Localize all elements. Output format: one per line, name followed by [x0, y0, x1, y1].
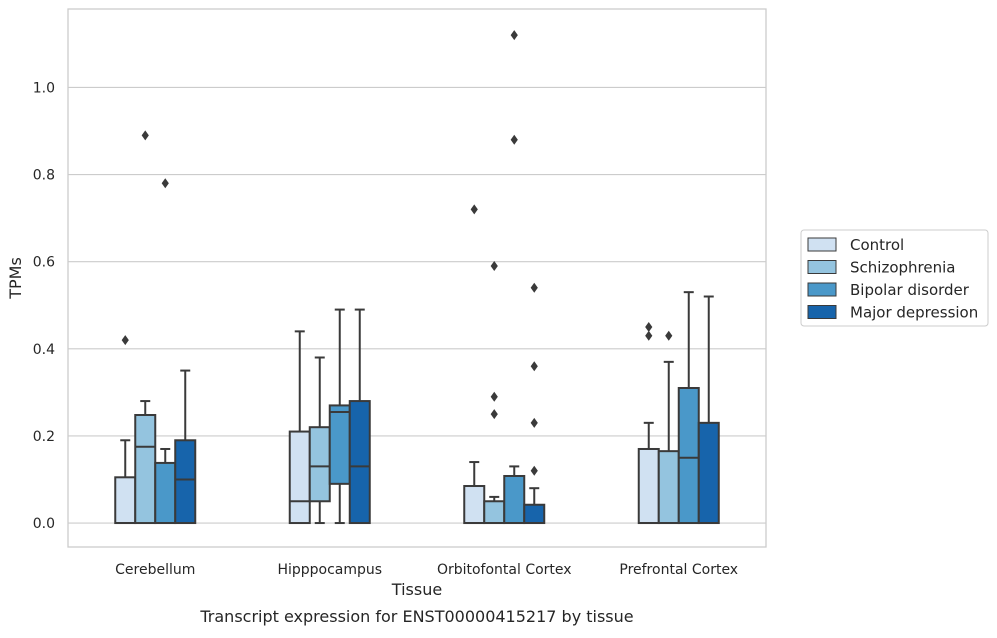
box-iqr — [288, 430, 311, 525]
box-iqr — [697, 421, 720, 525]
y-axis-label: TPMs — [6, 257, 25, 300]
legend-label: Control — [850, 236, 904, 254]
x-tick-label: Hipppocampus — [277, 562, 382, 578]
outlier-point — [530, 282, 538, 293]
box-iqr — [348, 400, 371, 525]
legend: Control Schizophrenia Bipolar disorder Majo… — [800, 229, 989, 327]
outlier-point — [161, 178, 169, 189]
legend-label: Bipolar disorder — [850, 281, 970, 299]
outlier-point — [645, 322, 653, 333]
box-iqr — [503, 474, 526, 525]
y-tick-label: 0.0 — [33, 516, 55, 532]
box-iqr — [463, 485, 486, 525]
y-axis-ticks: 0.0 0.2 0.4 0.6 0.8 1.0 — [33, 80, 55, 532]
outlier-point — [490, 409, 498, 420]
y-tick-label: 0.2 — [33, 429, 55, 445]
outlier-point — [510, 134, 518, 145]
outlier-point — [490, 391, 498, 402]
box-schizophrenia — [134, 130, 157, 525]
box-major-depression — [348, 308, 371, 525]
x-axis-ticks: Cerebellum Hipppocampus Orbitofontal Corte… — [115, 562, 738, 578]
outlier-point — [530, 361, 538, 372]
figure-caption: Transcript expression for ENST0000041521… — [199, 607, 633, 626]
outlier-point — [665, 330, 673, 341]
box-iqr — [637, 447, 660, 525]
legend-swatch — [807, 282, 837, 297]
box-schizophrenia — [308, 356, 331, 525]
box-iqr — [308, 426, 331, 503]
legend-label: Major depression — [850, 304, 978, 322]
box-schizophrenia — [657, 330, 680, 525]
outlier-point — [530, 417, 538, 428]
x-axis-label: Tissue — [391, 580, 442, 599]
legend-label: Schizophrenia — [850, 259, 955, 277]
box-control — [463, 204, 486, 525]
box-iqr — [677, 386, 700, 525]
y-tick-label: 0.6 — [33, 255, 55, 271]
outlier-point — [530, 465, 538, 476]
legend-frame — [800, 229, 989, 327]
box-control — [288, 330, 311, 525]
box-iqr — [174, 439, 197, 525]
x-tick-label: Prefrontal Cortex — [619, 562, 738, 578]
box-major-depression — [697, 295, 720, 525]
box-iqr — [114, 476, 137, 525]
box-iqr — [134, 414, 157, 525]
box-iqr — [523, 503, 546, 525]
box-iqr — [328, 404, 351, 485]
outlier-point — [645, 330, 653, 341]
box-bipolar-disorder — [154, 178, 177, 525]
box-control — [114, 335, 137, 525]
box-major-depression — [523, 282, 546, 525]
outlier-point — [141, 130, 149, 141]
outlier-point — [490, 261, 498, 272]
box-major-depression — [174, 369, 197, 525]
box-iqr — [657, 450, 680, 525]
y-tick-label: 0.4 — [33, 342, 55, 358]
outlier-point — [121, 335, 129, 346]
boxes — [114, 30, 720, 525]
box-bipolar-disorder — [503, 30, 526, 525]
box-iqr — [483, 500, 506, 525]
box-iqr — [154, 461, 177, 525]
outlier-point — [510, 30, 518, 41]
y-tick-label: 0.8 — [33, 168, 55, 184]
outlier-point — [470, 204, 478, 215]
y-tick-label: 1.0 — [33, 80, 55, 96]
x-tick-label: Orbitofontal Cortex — [437, 562, 572, 578]
x-tick-label: Cerebellum — [115, 562, 195, 578]
legend-swatch — [807, 237, 837, 252]
legend-swatch — [807, 305, 837, 319]
legend-swatch — [807, 260, 837, 274]
